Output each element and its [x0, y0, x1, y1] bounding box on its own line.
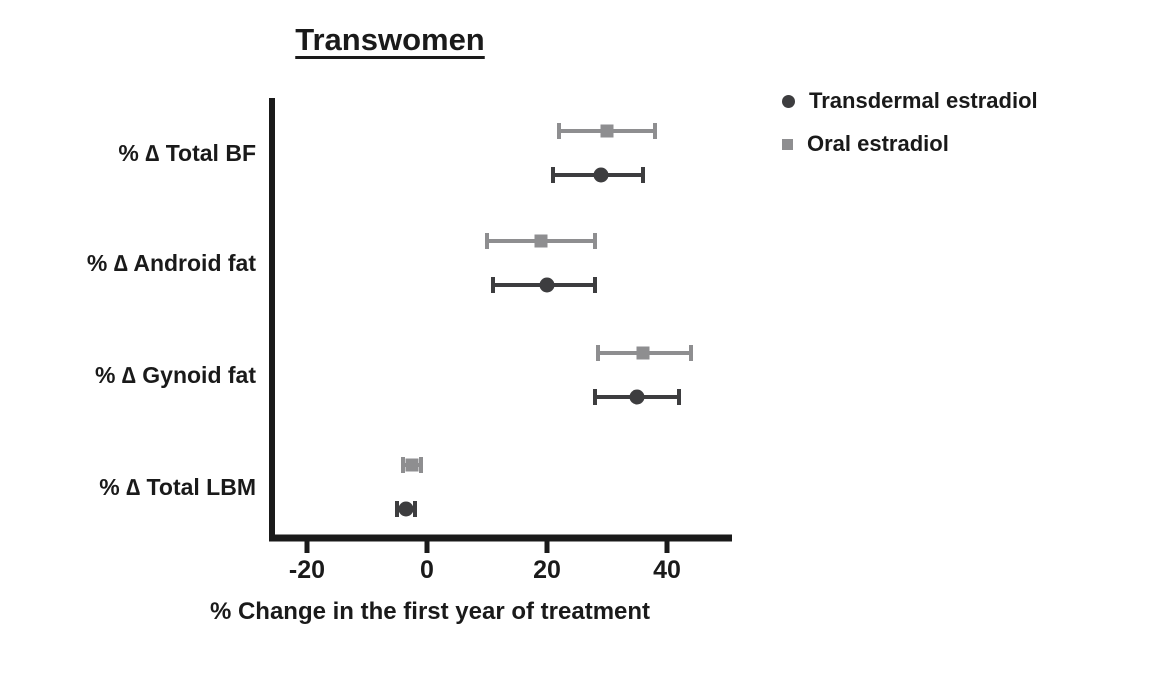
category-label-android-fat: % ∆ Android fat — [86, 250, 256, 276]
legend: Transdermal estradiol Oral estradiol — [782, 88, 1038, 157]
legend-label: Transdermal estradiol — [809, 88, 1038, 113]
circle-marker-icon — [782, 94, 795, 108]
square-marker-icon — [782, 138, 793, 150]
legend-item-transdermal: Transdermal estradiol — [782, 88, 1038, 114]
x-tick-label: 40 — [653, 556, 681, 584]
marker-square — [534, 234, 548, 248]
category-label-total-bf: % ∆ Total BF — [118, 140, 256, 166]
legend-item-oral: Oral estradiol — [782, 131, 1038, 157]
category-label-total-lbm: % ∆ Total LBM — [99, 474, 256, 500]
x-tick-label: 20 — [533, 556, 561, 584]
marker-circle — [398, 501, 414, 517]
marker-square — [405, 458, 419, 472]
marker-square — [636, 346, 650, 360]
chart-title: Transwomen — [295, 22, 485, 57]
x-tick-label: 0 — [420, 556, 434, 584]
marker-circle — [593, 167, 609, 183]
marker-circle — [539, 277, 555, 293]
marker-square — [600, 124, 614, 138]
legend-label: Oral estradiol — [807, 131, 949, 156]
x-axis-title: % Change in the first year of treatment — [209, 598, 651, 625]
category-label-gynoid-fat: % ∆ Gynoid fat — [94, 362, 256, 388]
x-tick-label: -20 — [289, 556, 325, 584]
marker-circle — [629, 389, 645, 405]
